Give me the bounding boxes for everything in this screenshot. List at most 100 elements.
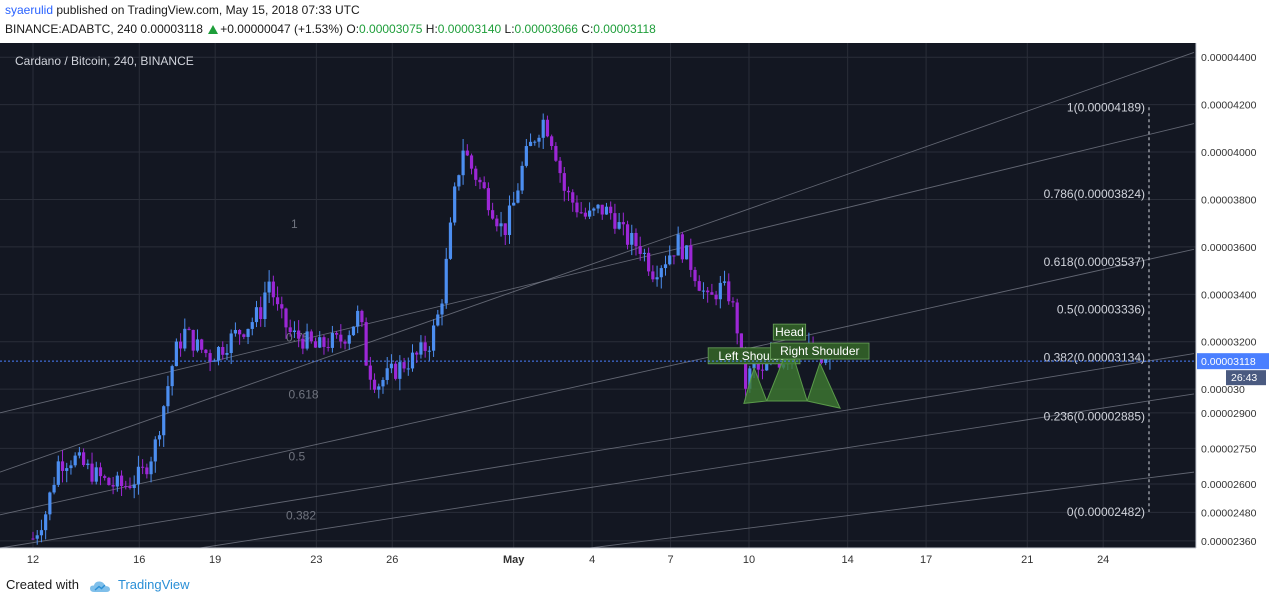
candle-body — [491, 210, 495, 219]
candle-body — [735, 302, 739, 334]
candle-body — [668, 255, 672, 265]
candle-body — [149, 461, 153, 475]
candle-body — [710, 292, 714, 295]
ohlc-line: BINANCE:ADABTC, 240 0.00003118 +0.000000… — [5, 22, 656, 36]
candle-body — [65, 468, 69, 471]
candle-body — [73, 455, 77, 466]
price-axis-panel — [1196, 43, 1270, 548]
candle-body — [309, 331, 313, 342]
price-tick-label: 0.000030 — [1201, 384, 1245, 396]
candle-body — [204, 349, 208, 354]
candle-body — [714, 294, 718, 300]
candle-body — [461, 150, 465, 176]
candle-body — [469, 155, 474, 169]
time-axis[interactable]: 12 16 19 23 26 May 4 7 10 14 17 21 24 — [0, 547, 1270, 571]
candle-body — [402, 362, 406, 369]
price-axis[interactable]: 0.00004400 0.00004200 0.00004000 0.00003800… — [1195, 43, 1270, 548]
candle-body — [238, 329, 242, 335]
low-value: 0.00003066 — [514, 22, 578, 36]
candle-body — [520, 165, 524, 191]
up-arrow-icon — [208, 25, 219, 34]
candle-body — [77, 452, 81, 456]
candle-body — [322, 337, 326, 347]
candle-body — [124, 486, 128, 488]
candle-body — [90, 463, 94, 482]
candle-body — [246, 328, 250, 337]
candle-body — [259, 307, 263, 320]
pattern-label: Head — [775, 325, 804, 339]
candle-body — [56, 461, 60, 485]
candle-body — [575, 202, 579, 213]
candle-body — [545, 119, 550, 137]
candle-body — [368, 365, 372, 380]
candle-body — [427, 350, 431, 352]
candle-body — [672, 255, 676, 257]
candle-body — [495, 218, 499, 227]
candle-body — [115, 475, 119, 487]
candle-body — [415, 352, 419, 355]
candle-body — [381, 379, 385, 387]
candle-body — [613, 213, 617, 229]
price-tick-label: 0.00003400 — [1201, 289, 1257, 301]
candle-body — [642, 252, 647, 254]
candle-body — [318, 337, 322, 348]
candle-body — [507, 205, 512, 236]
candle-body — [166, 386, 170, 407]
channel-line — [0, 353, 1195, 549]
footer: Created with TradingView — [6, 577, 190, 592]
candle-body — [292, 330, 297, 333]
fan-level-label: 0.618 — [289, 388, 319, 402]
candle-body — [103, 476, 107, 478]
tradingview-link[interactable]: TradingView — [118, 577, 190, 592]
channel-line — [589, 471, 1195, 549]
candle-body — [330, 333, 334, 348]
candle-body — [410, 352, 415, 369]
pattern-label-bg — [772, 323, 807, 341]
price-tick-label: 0.00004000 — [1201, 147, 1257, 159]
chart-title: Cardano / Bitcoin, 240, BINANCE — [15, 54, 194, 68]
price-tick-label: 0.00002480 — [1201, 507, 1257, 519]
open-label: O: — [346, 22, 360, 36]
low-label: L: — [504, 22, 515, 36]
candle-body — [271, 281, 275, 298]
candle-body — [394, 363, 398, 379]
candle-body — [474, 168, 478, 180]
candle-body — [174, 341, 178, 367]
candle-body — [419, 342, 423, 355]
candle-body — [444, 258, 448, 304]
candle-body — [275, 297, 280, 305]
created-with-text: Created with — [6, 577, 79, 592]
time-tick-label: 26 — [386, 554, 398, 566]
candle-body — [457, 175, 461, 187]
candle-body — [663, 264, 668, 269]
candle-body — [638, 246, 642, 254]
published-text: published on TradingView.com, May 15, 20… — [56, 3, 360, 17]
chart-background — [0, 43, 1270, 571]
candle-body — [760, 369, 765, 371]
candle-body — [157, 435, 162, 440]
candle-body — [503, 223, 507, 236]
candle-body — [684, 245, 689, 260]
price-tick-label: 0.00002360 — [1201, 536, 1257, 548]
candle-body — [351, 326, 356, 336]
candle-body — [748, 368, 752, 389]
fib-level-label: 0.236(0.00002885) — [1044, 409, 1145, 423]
high-label: H: — [425, 22, 438, 36]
candle-body — [301, 338, 305, 349]
candle-body — [689, 245, 693, 270]
candle-body — [541, 119, 545, 138]
candle-body — [571, 192, 575, 203]
fib-level-label: 0.618(0.00003537) — [1044, 255, 1145, 269]
candle-body — [132, 484, 136, 489]
author-link[interactable]: syaerulid — [5, 3, 54, 17]
candle-body — [600, 204, 604, 215]
candle-body — [280, 304, 284, 309]
candle-body — [630, 232, 634, 245]
candle-body — [98, 467, 103, 477]
time-tick-label: 21 — [1021, 554, 1033, 566]
candle-body — [727, 281, 731, 302]
candle-body — [191, 329, 195, 351]
time-tick-label: 10 — [743, 554, 755, 566]
